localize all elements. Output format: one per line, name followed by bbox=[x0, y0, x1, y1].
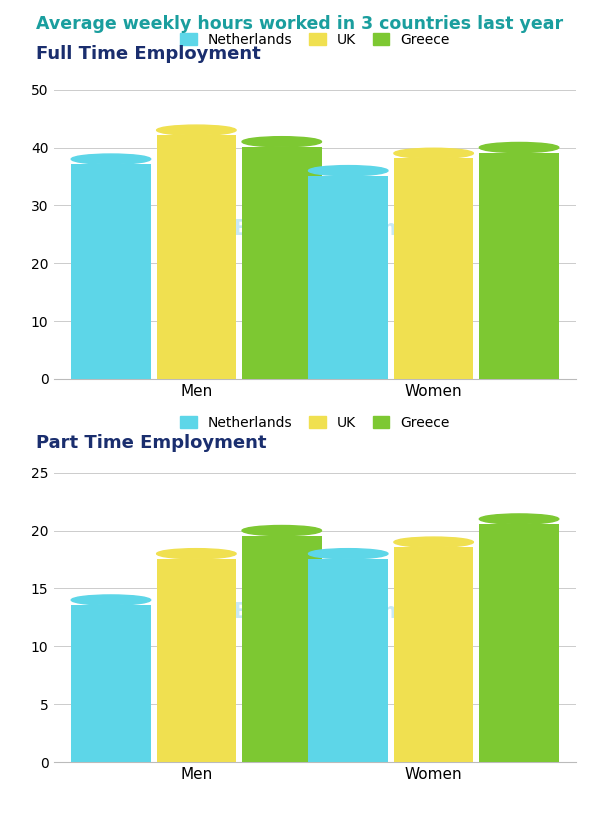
Text: Part Time Employment: Part Time Employment bbox=[36, 434, 266, 452]
Ellipse shape bbox=[479, 514, 559, 524]
Ellipse shape bbox=[242, 137, 322, 147]
Ellipse shape bbox=[308, 165, 388, 176]
Bar bbox=[157, 559, 236, 762]
Ellipse shape bbox=[71, 154, 151, 164]
Legend: Netherlands, UK, Greece: Netherlands, UK, Greece bbox=[180, 33, 450, 47]
Ellipse shape bbox=[71, 595, 151, 605]
Ellipse shape bbox=[308, 548, 388, 559]
Legend: Netherlands, UK, Greece: Netherlands, UK, Greece bbox=[180, 416, 450, 430]
Bar bbox=[242, 147, 322, 379]
Text: IELTS-Blog.com: IELTS-Blog.com bbox=[226, 218, 404, 239]
Bar bbox=[394, 158, 473, 379]
Bar bbox=[308, 559, 388, 762]
Text: IELTS-Blog.com: IELTS-Blog.com bbox=[226, 601, 404, 622]
Bar bbox=[157, 135, 236, 379]
Bar bbox=[71, 605, 151, 762]
Bar bbox=[71, 164, 151, 379]
Text: Average weekly hours worked in 3 countries last year: Average weekly hours worked in 3 countri… bbox=[37, 15, 563, 33]
Bar bbox=[479, 524, 559, 762]
Bar bbox=[308, 176, 388, 379]
Ellipse shape bbox=[394, 537, 473, 547]
Bar bbox=[242, 535, 322, 762]
Ellipse shape bbox=[479, 143, 559, 152]
Bar bbox=[394, 547, 473, 762]
Text: Full Time Employment: Full Time Employment bbox=[36, 45, 261, 63]
Ellipse shape bbox=[394, 148, 473, 158]
Ellipse shape bbox=[242, 526, 322, 535]
Ellipse shape bbox=[157, 125, 236, 135]
Bar bbox=[479, 152, 559, 379]
Ellipse shape bbox=[157, 548, 236, 559]
